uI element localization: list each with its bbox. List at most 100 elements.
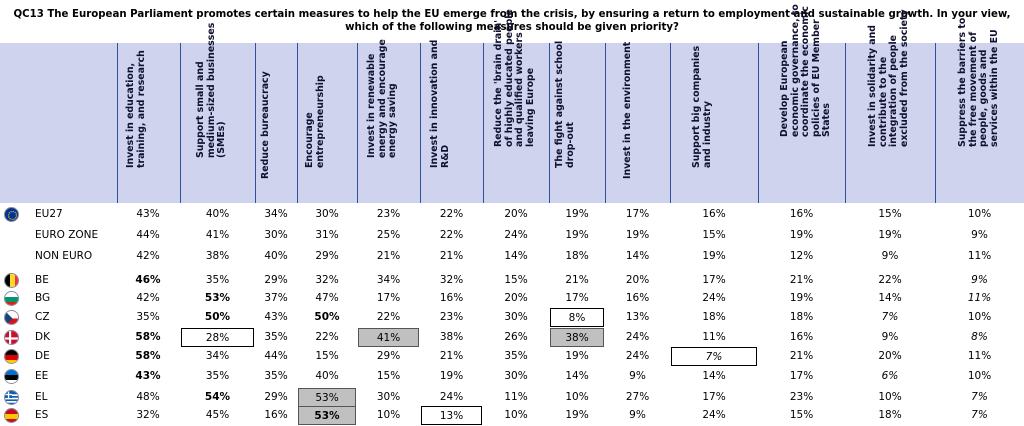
flag-stripe <box>5 370 18 375</box>
table-cell: 24% <box>625 350 650 362</box>
table-cell: 19% <box>439 370 464 382</box>
flag-stripe <box>5 360 18 363</box>
table-cell: 24% <box>504 229 528 241</box>
bg-flag-icon <box>4 291 19 306</box>
table-cell: 8% <box>971 331 988 343</box>
flag-stripe <box>5 355 18 360</box>
table-row: BG 42% 53% 37% 47% 17% 16% 20% 17% 16% 24% 19% 14% 11… <box>0 288 1024 309</box>
column-header: Reduce the 'brain drain' of highly educa… <box>483 9 549 203</box>
table-cell: 15% <box>878 208 902 220</box>
table-cell: 40% <box>264 250 288 262</box>
flag-stripe <box>10 274 15 287</box>
table-cell: 13% <box>625 311 650 323</box>
table-cell: 21% <box>565 274 589 286</box>
flag-stripe <box>5 292 18 297</box>
be-flag-icon <box>4 273 19 288</box>
column-header: Encourage entrepreneurship <box>297 43 357 203</box>
flag-stripe <box>5 274 10 287</box>
table-cell: 17% <box>625 208 650 220</box>
table-cell: 32% <box>136 409 160 421</box>
table-cell: 9% <box>881 250 899 262</box>
column-header: Invest in innovation and R&D <box>420 40 483 203</box>
table-cell: 23% <box>439 311 464 323</box>
table-cell: 35% <box>264 331 288 343</box>
table-cell: 16% <box>702 208 726 220</box>
table-cell: 14% <box>504 250 528 262</box>
column-header-label: The fight against school drop-out <box>554 40 576 168</box>
table-cell: 53% <box>298 406 356 425</box>
table-cell: 21% <box>439 350 464 362</box>
column-separator <box>483 43 484 203</box>
column-separator <box>935 43 936 203</box>
table-cell: 31% <box>315 229 339 241</box>
table-cell: 18% <box>789 311 814 323</box>
table-cell: 10% <box>565 391 589 403</box>
table-cell: 7% <box>881 311 899 323</box>
dk-flag-icon <box>4 330 19 345</box>
table-row: EE 43% 35% 35% 40% 15% 19% 30% 14% 9% 14% 17% 6% 10% <box>0 366 1024 387</box>
table-cell: 11% <box>504 391 528 403</box>
table-cell: 40% <box>205 208 230 220</box>
table-cell: 10% <box>878 391 902 403</box>
table-cell: 14% <box>565 370 589 382</box>
table-cell: 23% <box>789 391 814 403</box>
table-cell: 24% <box>439 391 464 403</box>
column-header: Suppress the barriers to the free moveme… <box>935 18 1024 203</box>
table-cell: 15% <box>376 370 401 382</box>
table-cell: 9% <box>629 370 646 382</box>
table-cell: 19% <box>565 409 589 421</box>
column-header: Support small and medium-sized businesse… <box>180 22 255 203</box>
ee-flag-icon <box>4 369 19 384</box>
table-cell: 30% <box>376 391 401 403</box>
column-separator <box>845 43 846 203</box>
table-cell: 53% <box>204 292 231 304</box>
table-row: NON EURO 42% 38% 40% 29% 21% 21% 14% 18% 14% 19% 12… <box>0 246 1024 267</box>
table-cell: 38% <box>205 250 230 262</box>
table-cell: 47% <box>315 292 339 304</box>
row-label: BE <box>35 274 49 286</box>
table-cell: 21% <box>439 250 464 262</box>
table-cell: 58% <box>135 331 161 343</box>
table-cell: 29% <box>264 274 288 286</box>
table-cell: 11% <box>702 331 726 343</box>
el-flag-icon <box>4 390 19 405</box>
flag-stripe <box>5 419 18 422</box>
column-header-label: Support small and medium-sized businesse… <box>194 22 227 158</box>
column-header-label: Support big companies and industry <box>691 45 713 168</box>
column-header-label: Invest in solidarity and contribute to t… <box>867 9 910 147</box>
table-cell: 8% <box>550 308 604 327</box>
row-label: DK <box>35 331 50 343</box>
row-label: EE <box>35 370 49 382</box>
table-cell: 10% <box>967 311 992 323</box>
column-separator <box>255 43 256 203</box>
table-cell: 30% <box>504 370 528 382</box>
row-label: EURO ZONE <box>35 229 99 241</box>
table-cell: 43% <box>136 208 160 220</box>
column-header: The fight against school drop-out <box>549 41 605 203</box>
table-cell: 10% <box>967 208 992 220</box>
table-cell: 45% <box>205 409 230 421</box>
table-cell: 17% <box>376 292 401 304</box>
table-cell: 16% <box>264 409 288 421</box>
page-title: QC13 The European Parliament promotes ce… <box>13 9 1011 33</box>
table-cell: 37% <box>264 292 288 304</box>
eu-stars-icon <box>7 210 18 221</box>
table-cell: 38% <box>439 331 464 343</box>
flag-stripe <box>5 302 18 305</box>
table-cell: 17% <box>702 391 726 403</box>
table-cell: 23% <box>376 208 401 220</box>
column-header-label: Invest in innovation and R&D <box>428 39 451 168</box>
table-cell: 44% <box>136 229 160 241</box>
table-cell: 34% <box>376 274 401 286</box>
column-header-label: Invest in education, training, and resea… <box>125 50 147 168</box>
table-row: ES 32% 45% 16% 53% 10% 13% 10% 19% 9% 24% 15% 18% 7% <box>0 405 1024 426</box>
table-cell: 10% <box>967 370 992 382</box>
table-cell: 19% <box>565 229 589 241</box>
column-separator <box>605 43 606 203</box>
flag-stripe <box>5 409 18 414</box>
column-separator <box>670 43 671 203</box>
table-cell: 48% <box>136 391 160 403</box>
column-header: Invest in renewable energy and encourage… <box>357 39 420 203</box>
table-cell: 35% <box>264 370 288 382</box>
table-cell: 30% <box>264 229 288 241</box>
